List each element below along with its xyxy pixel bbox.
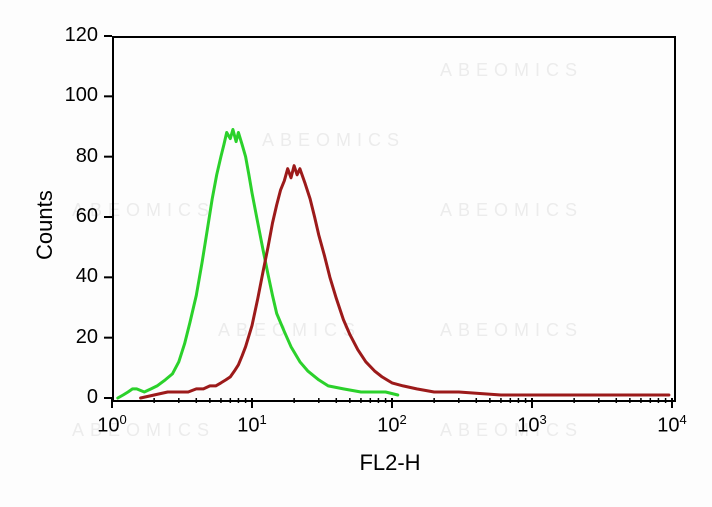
y-tick-label: 60 [56,205,98,228]
plot-area [112,36,676,402]
y-axis-label: Counts [32,190,58,260]
x-tick-label: 101 [228,412,276,438]
y-tick-label: 120 [56,24,98,47]
y-tick-label: 20 [56,326,98,349]
y-tick-label: 100 [56,84,98,107]
y-tick-label: 0 [56,386,98,409]
x-tick-label: 103 [508,412,556,438]
chart-container: ABEOMICSABEOMICSABEOMICSABEOMICSABEOMICS… [0,0,712,507]
y-tick-label: 80 [56,145,98,168]
x-tick-label: 104 [648,412,696,438]
x-tick-label: 102 [368,412,416,438]
y-tick-label: 40 [56,265,98,288]
x-axis-label: FL2-H [330,450,450,476]
x-tick-label: 100 [88,412,136,438]
